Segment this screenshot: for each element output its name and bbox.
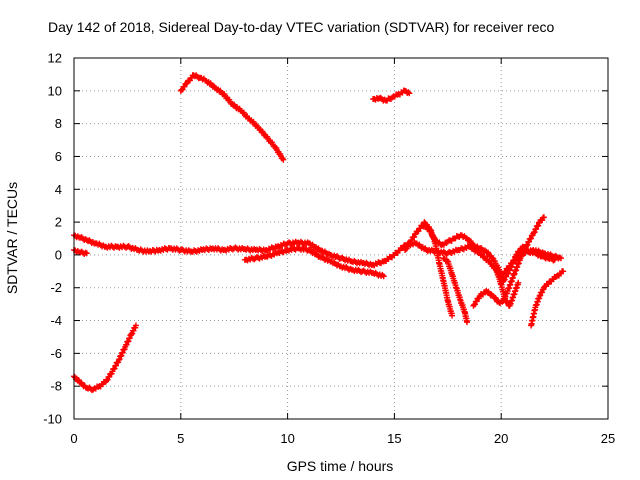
data-point <box>380 273 387 280</box>
y-tick-label: 2 <box>55 215 62 230</box>
data-point <box>421 219 428 226</box>
data-point-fill <box>525 238 532 245</box>
x-tick-label: 20 <box>494 431 508 446</box>
x-tick-label: 5 <box>177 431 184 446</box>
data-point-fill <box>556 254 563 261</box>
series-track-2 <box>177 72 287 163</box>
axis-ticks <box>73 57 609 420</box>
data-point-fill <box>506 267 513 274</box>
data-point-fill <box>405 89 412 96</box>
y-tick-label: 0 <box>55 247 62 262</box>
data-point-fill <box>501 276 508 283</box>
y-tick-label: 4 <box>55 182 62 197</box>
plot-frame <box>73 57 609 420</box>
data-point-fill <box>503 273 510 280</box>
data-point <box>558 255 565 262</box>
x-tick-label: 25 <box>601 431 615 446</box>
y-tick-label: 12 <box>48 51 62 66</box>
data-point <box>551 256 558 263</box>
tick-labels: 0 5 10 15 20 25 -10 -8 -6 -4 -2 0 2 4 6 8 10 12 <box>43 51 615 447</box>
data-point <box>515 279 522 286</box>
data-point-fill <box>505 270 512 277</box>
series-track-9 <box>440 255 471 326</box>
x-tick-label: 10 <box>280 431 294 446</box>
data-point-fill <box>533 225 540 232</box>
y-tick-label: -6 <box>50 346 62 361</box>
data-point <box>280 156 287 163</box>
y-tick-label: 10 <box>48 83 62 98</box>
series-track-8 <box>421 219 456 319</box>
data-point-fill <box>111 365 118 372</box>
x-axis-label: GPS time / hours <box>287 458 394 474</box>
data-point-fill <box>183 80 190 87</box>
series-track-12 <box>528 268 567 329</box>
y-tick-label: -2 <box>50 280 62 295</box>
data-point-fill <box>535 222 542 229</box>
chart-title: Day 142 of 2018, Sidereal Day-to-day VTE… <box>48 19 554 35</box>
series-track-11 <box>493 268 522 309</box>
y-tick-label: 6 <box>55 149 62 164</box>
y-tick-label: -10 <box>43 412 62 427</box>
data-point <box>449 312 456 319</box>
data-point <box>560 268 567 275</box>
series-track-10 <box>470 214 547 309</box>
y-tick-label: -8 <box>50 379 62 394</box>
x-tick-label: 15 <box>387 431 401 446</box>
x-tick-label: 0 <box>70 431 77 446</box>
data-point-fill <box>524 241 531 248</box>
data-point-fill <box>113 362 120 369</box>
y-tick-label: -4 <box>50 313 62 328</box>
data-point-fill <box>531 229 538 236</box>
y-axis-label: SDTVAR / TECUs <box>4 182 20 294</box>
series-track-5 <box>71 246 90 257</box>
data-point <box>254 123 261 130</box>
data-point <box>406 90 413 97</box>
data-point <box>464 319 471 326</box>
data-point <box>540 214 547 221</box>
data-point <box>83 250 90 257</box>
y-tick-label: 8 <box>55 116 62 131</box>
series-track-1 <box>71 322 139 394</box>
data-point-fill <box>528 235 535 242</box>
series-track-6 <box>241 245 387 280</box>
data-markers <box>71 72 567 394</box>
series-track-3 <box>370 87 413 104</box>
grid-lines <box>74 58 608 419</box>
data-point <box>132 322 139 329</box>
